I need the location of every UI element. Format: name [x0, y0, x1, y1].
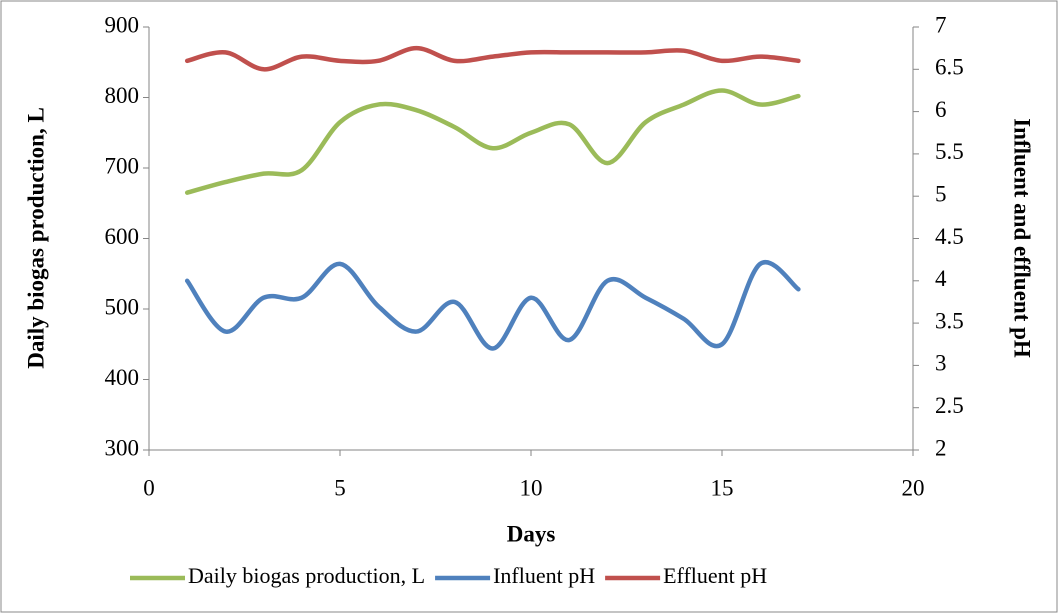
series-line — [184, 259, 801, 351]
y2-tick-label: 2 — [935, 435, 947, 460]
y2-tick-label: 2.5 — [935, 393, 964, 418]
y-tick-label: 900 — [105, 12, 140, 37]
y-tick-label: 600 — [105, 224, 140, 249]
legend-label: Effluent pH — [663, 563, 767, 588]
y2-tick-label: 4 — [935, 266, 947, 291]
y-tick-label: 700 — [105, 153, 140, 178]
y2-tick-label: 6.5 — [935, 55, 964, 80]
x-axis-title: Days — [507, 521, 556, 546]
y2-tick-label: 6 — [935, 97, 947, 122]
y2-tick-label: 3 — [935, 351, 947, 376]
y2-tick-label: 5 — [935, 181, 947, 206]
y2-tick-label: 5.5 — [935, 139, 964, 164]
x-tick-label: 20 — [902, 475, 925, 500]
legend-label: Daily biogas production, L — [188, 563, 425, 588]
series-line — [184, 88, 801, 195]
x-tick-label: 10 — [520, 475, 543, 500]
y-tick-label: 800 — [105, 83, 140, 108]
y2-tick-label: 7 — [935, 12, 947, 37]
y2-tick-label: 4.5 — [935, 224, 964, 249]
y-axis-title: Daily biogas production, L — [23, 107, 48, 369]
series-line — [184, 45, 801, 72]
y2-tick-label: 3.5 — [935, 308, 964, 333]
y-tick-label: 500 — [105, 294, 140, 319]
y-tick-label: 400 — [105, 365, 140, 390]
x-tick-label: 0 — [143, 475, 155, 500]
x-tick-label: 15 — [711, 475, 734, 500]
y2-axis-title: Influent and effluent pH — [1010, 118, 1035, 358]
y-tick-label: 300 — [105, 435, 140, 460]
legend-label: Influent pH — [493, 563, 595, 588]
x-tick-label: 5 — [334, 475, 346, 500]
